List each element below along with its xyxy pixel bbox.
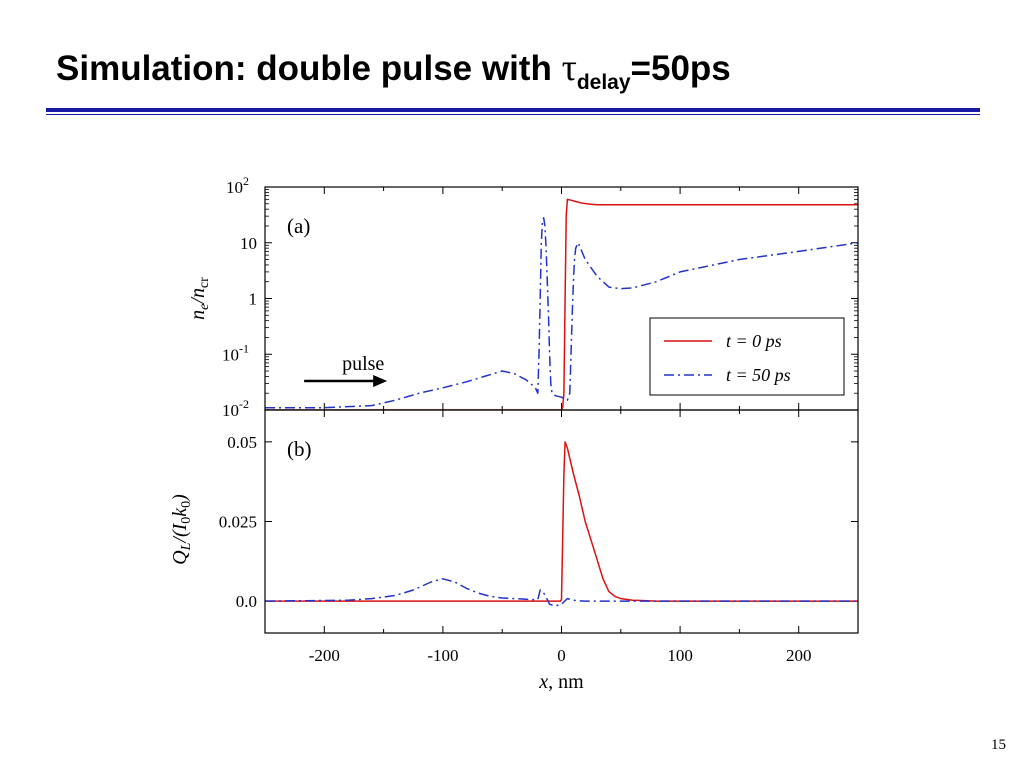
title-main: Simulation: double pulse with [56,49,562,88]
y-tick-label: 0.05 [227,433,257,452]
panel-a-ylabel: ne/ncr [187,277,212,320]
legend-label-t50: t = 50 ps [726,365,791,385]
panel-b-series [265,441,858,607]
title-tau-symbol: τ [561,47,577,89]
y-tick-label: 10-1 [222,341,249,364]
ylabel-a-sub-cr: cr [197,277,212,288]
x-tick-label: 0 [557,646,566,665]
ylabel-b-close: ) [169,494,191,502]
title-underline-thin [46,114,980,115]
ylabel-b-sub-0a: 0 [179,517,194,524]
page-number: 15 [991,737,1006,753]
ylabel-b-sub-l: L [179,542,194,551]
y-tick-label-base: 10 [226,178,243,197]
y-tick-label-base: 0.05 [227,433,257,452]
panel-a-label: (a) [287,214,310,238]
ylabel-b-k: k [169,507,191,517]
legend-box [649,317,845,396]
x-tick-label: 100 [667,646,693,665]
y-tick-label-base: 0.0 [236,592,257,611]
series-line-t0 [265,441,858,602]
y-tick-label-base: 0.025 [219,513,257,532]
y-tick-label-exponent: -1 [239,341,249,355]
pulse-label: pulse [342,353,384,375]
xlabel-unit: , nm [548,671,584,693]
panel-b-tick-labels: 0.05 0.025 0.0 -200 -100 0 100 200 [219,433,812,665]
y-tick-label: 1 [249,290,258,309]
y-tick-label: 0.0 [236,592,257,611]
pulse-annotation: pulse [304,353,388,387]
xlabel-var: x [538,671,548,693]
ylabel-b-q: Q [169,550,191,565]
series-line-t50 [265,578,858,607]
panel-b-label: (b) [287,437,312,461]
y-tick-label-base: 10 [240,234,257,253]
y-tick-label: 102 [226,174,249,197]
title-subscript: delay [576,71,631,94]
series-line-t0 [265,198,858,410]
ylabel-b-mid: /(I [169,522,191,543]
y-tick-label-exponent: 2 [243,174,249,188]
x-tick-label: -100 [427,646,458,665]
slide-title: Simulation: double pulse with τdelay=50p… [56,46,731,95]
legend-label-t0: t = 0 ps [726,331,782,351]
x-tick-label: -200 [309,646,340,665]
ylabel-b-sub-0b: 0 [179,501,194,508]
panel-b-ylabel: QL/(I0k0) [169,494,194,565]
y-tick-label-base: 1 [249,290,258,309]
ylabel-a-n: n [187,310,209,320]
y-tick-label-exponent: -2 [239,397,249,411]
panel-a-series [265,198,858,410]
y-tick-label: 0.025 [219,513,257,532]
x-axis-label: x, nm [538,671,584,693]
ylabel-a-sub-e: e [197,304,212,310]
title-underline-thick [46,108,980,112]
x-tick-label: 200 [786,646,812,665]
y-tick-label-base: 10 [222,345,239,364]
y-tick-label: 10-2 [222,397,249,420]
pulse-arrow-head [373,375,388,387]
y-tick-label-base: 10 [222,401,239,420]
y-tick-label: 10 [240,234,257,253]
legend: t = 0 ps t = 50 ps [649,317,845,396]
panel-b-frame [264,409,859,634]
ylabel-a-slash: /n [187,288,209,305]
title-tail: =50ps [630,49,731,88]
